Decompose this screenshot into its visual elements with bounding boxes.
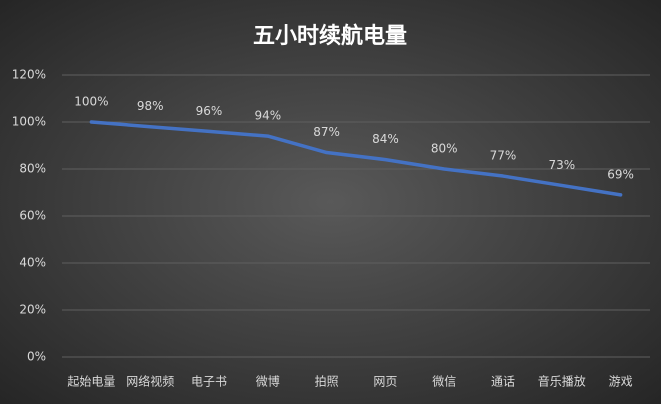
x-tick-label: 音乐播放	[538, 374, 586, 389]
data-label: 98%	[137, 99, 164, 113]
x-tick-label: 电子书	[191, 375, 227, 389]
data-label: 87%	[313, 125, 340, 139]
x-tick-label: 通话	[491, 375, 515, 389]
y-tick-label: 80%	[19, 162, 46, 176]
x-tick-label: 网页	[373, 375, 397, 389]
chart-title: 五小时续航电量	[253, 23, 407, 49]
x-tick-label: 微博	[256, 374, 280, 389]
x-tick-label: 拍照	[315, 374, 339, 389]
data-label: 77%	[490, 149, 517, 163]
data-label: 80%	[431, 142, 458, 156]
x-tick-label: 起始电量	[67, 375, 115, 389]
x-tick-label: 微信	[432, 375, 456, 389]
y-tick-label: 100%	[12, 115, 46, 129]
y-tick-label: 20%	[19, 303, 46, 317]
data-label: 84%	[372, 132, 399, 146]
data-label: 100%	[74, 95, 108, 109]
data-label: 94%	[254, 109, 281, 123]
y-tick-label: 0%	[27, 350, 46, 364]
data-label: 96%	[196, 104, 223, 118]
y-tick-label: 60%	[19, 209, 46, 223]
x-tick-label: 游戏	[609, 375, 633, 389]
y-tick-label: 40%	[19, 256, 46, 270]
y-tick-label: 120%	[12, 68, 46, 82]
data-label: 73%	[548, 158, 575, 172]
data-label: 69%	[607, 167, 634, 181]
x-tick-label: 网络视频	[126, 374, 174, 389]
line	[89, 120, 623, 197]
